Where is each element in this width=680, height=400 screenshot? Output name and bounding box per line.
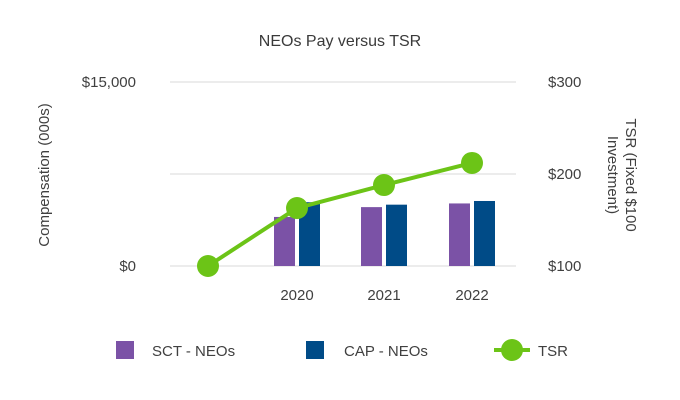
- legend-label: CAP - NEOs: [344, 343, 428, 360]
- tsr-point: [461, 151, 483, 174]
- chart-title: NEOs Pay versus TSR: [259, 33, 421, 50]
- y2-tick-label: $300: [548, 74, 581, 91]
- tsr-point: [373, 174, 395, 197]
- bar-sct-neos: [274, 216, 295, 266]
- x-tick-label: 2021: [367, 287, 400, 304]
- x-tick-label: 2020: [280, 287, 313, 304]
- bar-sct-neos: [449, 203, 470, 266]
- tsr-point: [286, 197, 308, 220]
- bar-cap-neos: [474, 200, 495, 266]
- y2-tick-label: $100: [548, 258, 581, 275]
- legend-label: SCT - NEOs: [152, 343, 235, 360]
- tsr-line: [206, 161, 473, 268]
- y-axis-title: Compensation (000s): [36, 103, 53, 246]
- bar-sct-neos: [361, 207, 382, 266]
- bar-cap-neos: [386, 204, 407, 266]
- y2-axis-title-line-1: TSR (Fixed $100: [622, 118, 639, 231]
- bar-cap-neos: [299, 202, 320, 266]
- tsr-point: [197, 255, 219, 277]
- legend-swatch: [306, 341, 324, 359]
- legend-marker: [501, 339, 523, 361]
- y2-axis-title-line-2: Investment): [604, 136, 621, 214]
- y2-tick-label: $200: [548, 166, 581, 183]
- y-tick-label: $0: [119, 258, 136, 275]
- x-tick-label: 2022: [455, 287, 488, 304]
- y-tick-label: $15,000: [82, 74, 136, 91]
- legend-label: TSR: [538, 343, 568, 360]
- legend-swatch: [116, 341, 134, 359]
